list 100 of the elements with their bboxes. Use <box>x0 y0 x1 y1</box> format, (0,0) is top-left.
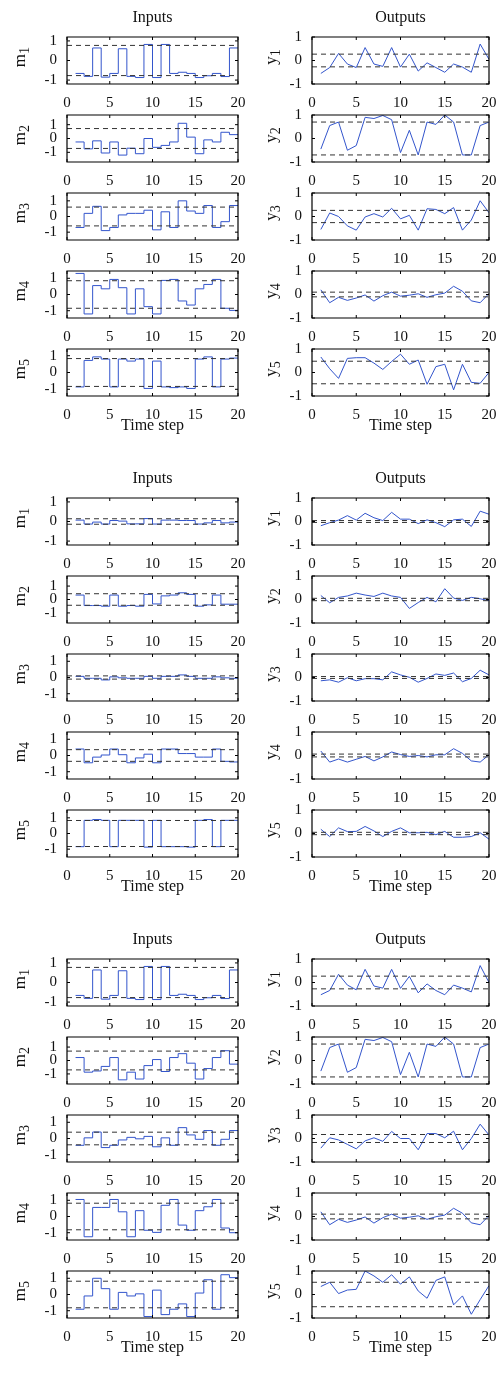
x-tick-label: 0 <box>308 1327 316 1344</box>
x-tick-label: 15 <box>437 788 453 805</box>
y-tick-label: -1 <box>44 223 57 240</box>
y-tick-label: 1 <box>49 346 57 363</box>
x-tick-label: 10 <box>145 249 160 266</box>
y-tick-label: -1 <box>44 71 57 88</box>
x-tick-label: 20 <box>481 1015 497 1032</box>
y-tick-label: 0 <box>294 746 302 763</box>
y-tick-label: 0 <box>294 207 302 224</box>
y-tick-label: 0 <box>294 1285 302 1302</box>
y-tick-label: 1 <box>49 1269 57 1286</box>
x-tick-label: 15 <box>437 554 453 571</box>
x-tick-label: 0 <box>63 1327 71 1344</box>
x-tick-label: 20 <box>481 788 497 805</box>
y-tick-label: 0 <box>294 285 302 302</box>
y-tick-label: -1 <box>289 74 302 91</box>
x-tick-label: 5 <box>106 1171 114 1188</box>
x-tick-label: 5 <box>106 632 114 649</box>
x-tick-label: 15 <box>437 249 453 266</box>
x-tick-label: 0 <box>308 1015 316 1032</box>
x-tick-label: 20 <box>481 632 497 649</box>
x-tick-label: 15 <box>187 171 203 188</box>
y-tick-label: -1 <box>44 1301 57 1318</box>
x-tick-label: 0 <box>63 93 71 110</box>
y-tick-label: 1 <box>294 1027 302 1044</box>
x-tick-label: 10 <box>145 632 160 649</box>
x-tick-label: 20 <box>481 1249 497 1266</box>
x-tick-label: 10 <box>393 249 408 266</box>
x-tick-label: 10 <box>393 632 408 649</box>
y-tick-label: -1 <box>289 847 302 864</box>
x-tick-label: 20 <box>230 93 246 110</box>
x-tick-label: 0 <box>63 327 71 344</box>
x-tick-label: 15 <box>437 171 453 188</box>
x-tick-label: 0 <box>308 1093 316 1110</box>
y-tick-label: 1 <box>49 191 57 208</box>
x-tick-label: 5 <box>106 788 114 805</box>
x-tick-label: 0 <box>63 1249 71 1266</box>
y-tick-label: 0 <box>294 512 302 529</box>
x-tick-label: 10 <box>393 93 408 110</box>
y-tick-label: -1 <box>44 301 57 318</box>
x-tick-label: 20 <box>230 710 246 727</box>
y-tick-label: 1 <box>294 27 302 44</box>
x-tick-label: 15 <box>187 1327 203 1344</box>
y-tick-label: 1 <box>49 953 57 970</box>
x-tick-label: 0 <box>308 866 316 883</box>
y-tick-label: 1 <box>49 730 57 747</box>
x-tick-label: 20 <box>230 249 246 266</box>
y-tick-label: -1 <box>289 152 302 169</box>
chart-title: Inputs <box>132 8 173 26</box>
y-tick-label: 1 <box>49 31 57 48</box>
x-tick-label: 5 <box>106 405 114 422</box>
x-tick-label: 5 <box>106 249 114 266</box>
y-tick-label: 1 <box>294 1105 302 1122</box>
y-tick-label: 0 <box>294 129 302 146</box>
y-tick-label: -1 <box>44 840 57 857</box>
y-tick-label: 0 <box>294 363 302 380</box>
y-tick-label: 0 <box>49 363 57 380</box>
y-tick-label: 0 <box>49 1207 57 1224</box>
x-tick-label: 0 <box>308 405 316 422</box>
x-tick-label: 10 <box>145 1249 160 1266</box>
x-tick-label: 5 <box>352 1249 360 1266</box>
x-tick-label: 0 <box>308 632 316 649</box>
x-tick-label: 20 <box>481 1093 497 1110</box>
x-tick-label: 10 <box>393 1249 408 1266</box>
x-tick-label: 15 <box>187 1249 203 1266</box>
x-tick-label: 15 <box>187 1171 203 1188</box>
y-tick-label: -1 <box>44 993 57 1010</box>
x-tick-label: 5 <box>352 632 360 649</box>
x-tick-label: 15 <box>187 249 203 266</box>
x-tick-label: 20 <box>481 1327 497 1344</box>
x-tick-label: 20 <box>230 1249 246 1266</box>
y-tick-label: 1 <box>294 261 302 278</box>
x-tick-label: 10 <box>145 710 160 727</box>
x-tick-label: 5 <box>352 1015 360 1032</box>
y-tick-label: 0 <box>49 285 57 302</box>
y-tick-label: 1 <box>294 183 302 200</box>
x-tick-label: 5 <box>352 788 360 805</box>
x-tick-label: 0 <box>308 554 316 571</box>
chart-title: Outputs <box>375 930 426 948</box>
x-tick-label: 20 <box>230 171 246 188</box>
x-tick-label: 15 <box>187 866 203 883</box>
y-tick-label: 0 <box>49 207 57 224</box>
x-tick-label: 20 <box>481 554 497 571</box>
x-tick-label: 5 <box>352 710 360 727</box>
x-tick-label: 5 <box>352 1327 360 1344</box>
x-tick-label: 10 <box>393 1093 408 1110</box>
y-tick-label: -1 <box>289 1230 302 1247</box>
x-tick-label: 15 <box>437 1171 453 1188</box>
x-tick-label: 20 <box>481 93 497 110</box>
y-tick-label: 0 <box>49 746 57 763</box>
y-tick-label: 1 <box>294 800 302 817</box>
x-tick-label: 5 <box>106 1249 114 1266</box>
y-tick-label: 1 <box>49 269 57 286</box>
y-tick-label: -1 <box>44 684 57 701</box>
x-tick-label: 20 <box>481 171 497 188</box>
x-tick-label: 10 <box>145 1015 160 1032</box>
x-tick-label: 5 <box>106 1327 114 1344</box>
x-tick-label: 15 <box>187 93 203 110</box>
x-tick-label: 20 <box>230 1171 246 1188</box>
y-tick-label: 0 <box>294 973 302 990</box>
